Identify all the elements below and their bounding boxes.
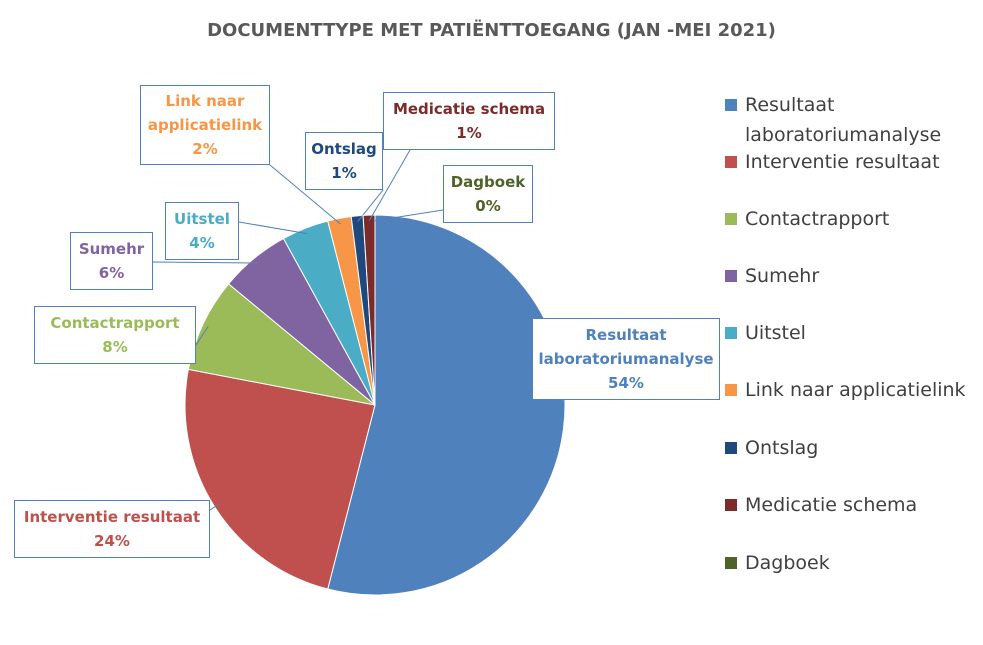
data-label-value: 4% [189,234,215,252]
legend-label: Dagboek [745,552,830,574]
legend-item: Sumehr [725,261,975,291]
data-label: Dagboek 0% [443,165,533,223]
legend-swatch [725,99,737,111]
leader-line [195,326,209,346]
legend-swatch [725,557,737,569]
legend-swatch [725,327,737,339]
data-label-value: 1% [456,124,482,142]
leader-line [269,164,341,225]
pie-slice [327,214,566,596]
legend-swatch [725,156,737,168]
legend-label: Resultaat laboratoriumanalyse [745,94,942,146]
data-label-value: 1% [331,164,357,182]
chart-title: DOCUMENTTYPE MET PATIËNTTOEGANG (JAN -ME… [207,20,776,41]
data-label-name: Contactrapport [50,314,180,332]
data-label-name: Medicatie schema [392,100,546,118]
leader-line [357,189,384,222]
data-label-name: Ontslag [311,140,377,158]
legend-label: Uitstel [745,322,806,344]
data-label-name: Sumehr [78,240,145,258]
leader-line [238,221,308,235]
legend-item: Resultaat laboratoriumanalyse [725,90,975,150]
data-label: Link naar applicatielink 2% [140,85,270,165]
leader-line [374,209,444,222]
data-label: Resultaat laboratoriumanalyse 54% [532,318,720,400]
legend-label: Sumehr [745,265,820,287]
data-label: Contactrapport 8% [34,306,196,364]
legend-item: Ontslag [725,433,975,463]
data-label-value: 54% [608,374,644,392]
data-label-value: 8% [102,338,128,356]
legend-label: Medicatie schema [745,494,918,516]
data-label-name: Link naar applicatielink [147,92,263,134]
data-label-name: Uitstel [174,210,230,228]
legend-item: Dagboek [725,548,975,578]
legend-swatch [725,384,737,396]
leader-line [368,149,411,222]
legend-item: Contactrapport [725,204,975,234]
data-label-name: Interventie resultaat [23,508,201,526]
legend-item: Medicatie schema [725,490,975,520]
data-label: Interventie resultaat 24% [14,500,210,558]
data-label: Uitstel 4% [165,202,239,260]
leader-line [152,261,258,264]
legend-item: Uitstel [725,318,975,348]
data-label: Ontslag 1% [305,132,383,190]
legend-item: Interventie resultaat [725,147,975,177]
data-label-value: 24% [94,532,130,550]
legend-label: Link naar applicatielink [745,379,966,401]
leader-line [516,422,561,431]
data-label-value: 0% [475,197,501,215]
legend-item: Link naar applicatielink [725,375,975,405]
data-label-name: Resultaat laboratoriumanalyse [538,326,714,368]
legend-label: Interventie resultaat [745,151,940,173]
legend-swatch [725,442,737,454]
legend-swatch [725,213,737,225]
data-label-value: 2% [192,140,218,158]
data-label: Sumehr 6% [70,232,153,290]
legend-label: Contactrapport [745,208,890,230]
data-label: Medicatie schema 1% [383,92,555,150]
legend-label: Ontslag [745,437,819,459]
data-label-name: Dagboek [450,173,526,191]
legend-swatch [725,499,737,511]
pie-slice [187,283,376,406]
leader-line [209,503,220,511]
data-label-value: 6% [98,264,125,282]
legend-swatch [725,270,737,282]
